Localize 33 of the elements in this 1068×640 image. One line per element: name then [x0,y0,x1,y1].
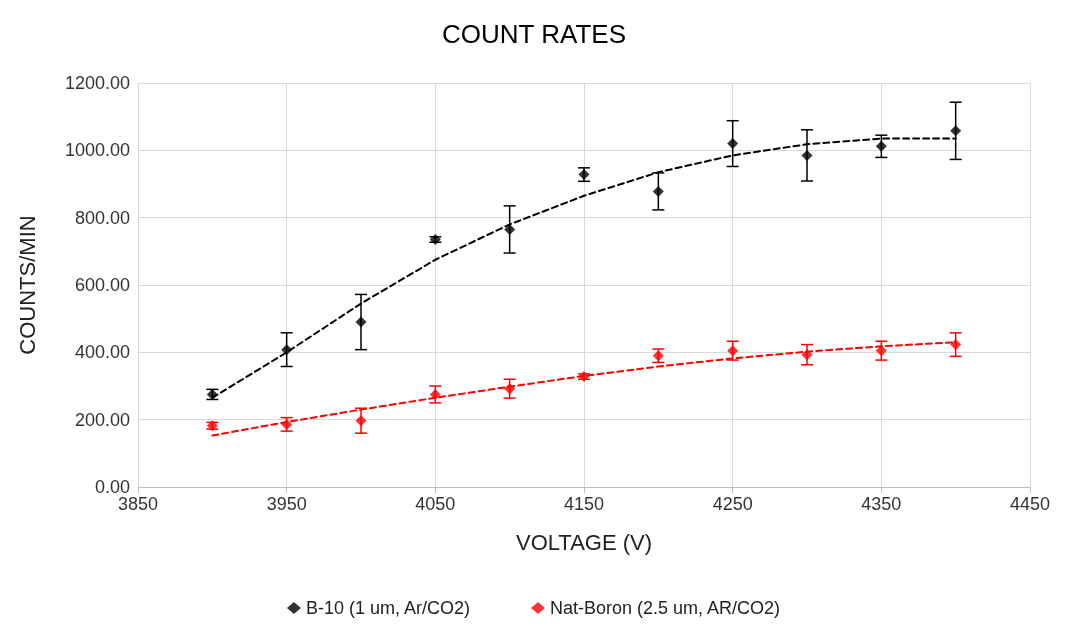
x-axis-title: VOLTAGE (V) [515,529,653,555]
point [281,344,293,356]
point [950,339,962,351]
y-tick-label: 1200.00 [64,73,130,93]
point [801,149,813,161]
point [355,316,367,328]
point [727,345,739,357]
y-axis-title: COUNTS/MIN [14,215,40,355]
point [355,415,367,427]
point [801,349,813,361]
point [429,388,441,400]
y-tick-label: 0.00 [94,477,130,497]
x-tick-label: 4250 [712,494,753,514]
chart-title: COUNT RATES [442,19,626,49]
point [727,138,739,150]
x-tick-label: 3850 [117,494,159,514]
x-tick-label: 4350 [861,494,902,514]
legend-label: Nat-Boron (2.5 um, AR/CO2) [549,598,781,618]
y-tick-label: 200.00 [74,409,130,430]
x-tick-label: 4450 [1009,494,1051,514]
point [950,125,962,137]
legend-label: B-10 (1 um, Ar/CO2) [305,598,471,618]
point [652,185,664,197]
point [875,345,887,357]
x-tick-label: 4050 [415,494,456,514]
y-tick-label: 400.00 [74,342,130,363]
point [875,140,887,152]
y-tick-label: 800.00 [74,207,130,228]
y-tick-label: 1000.00 [64,140,130,161]
x-tick-label: 3950 [266,494,307,514]
x-tick-label: 4150 [563,494,605,514]
point [504,383,516,395]
y-tick-label: 600.00 [74,275,130,295]
